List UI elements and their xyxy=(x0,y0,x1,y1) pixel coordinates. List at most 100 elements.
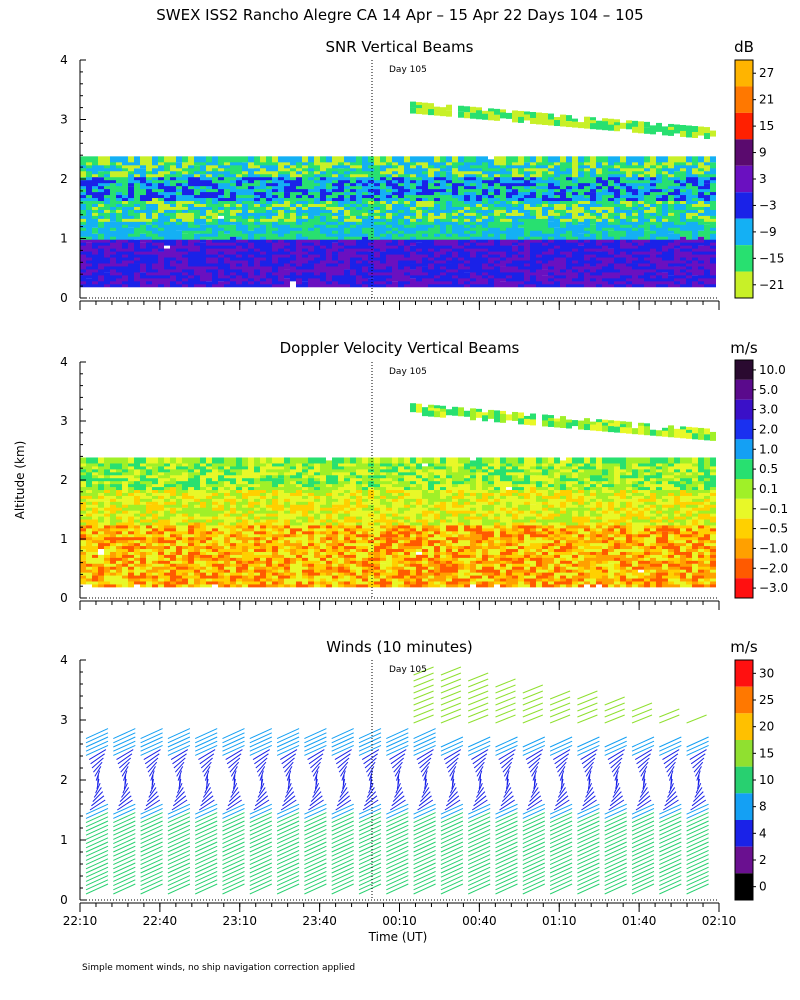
snr-cell xyxy=(482,113,488,120)
snr-cell xyxy=(680,156,686,163)
snr-cell xyxy=(410,269,416,276)
snr-cell xyxy=(110,230,116,237)
snr-cell xyxy=(542,275,548,282)
snr-cell xyxy=(110,183,116,190)
snr-cell xyxy=(314,206,320,213)
snr-cell xyxy=(188,156,194,163)
snr-cell xyxy=(128,227,134,234)
snr-cell xyxy=(200,242,206,249)
snr-cell xyxy=(590,156,596,163)
snr-cell xyxy=(512,245,518,252)
snr-cell xyxy=(302,156,308,163)
snr-cell xyxy=(374,189,380,196)
snr-cell xyxy=(332,254,338,261)
snr-colorbar-label: −21 xyxy=(759,278,784,292)
snr-cell xyxy=(158,171,164,178)
snr-cell xyxy=(308,206,314,213)
snr-cell xyxy=(98,171,104,178)
snr-cell xyxy=(584,122,590,129)
snr-cell xyxy=(602,189,608,196)
snr-cell xyxy=(608,124,614,131)
doppler-cell xyxy=(80,457,86,464)
snr-cell xyxy=(578,156,584,163)
snr-cell xyxy=(320,263,326,270)
snr-cell xyxy=(596,156,602,163)
snr-day-label: Day 105 xyxy=(389,65,427,75)
snr-cell xyxy=(218,218,224,225)
snr-cell xyxy=(578,245,584,252)
snr-cell xyxy=(440,110,446,117)
snr-colorbar-swatch xyxy=(735,86,753,113)
snr-cell xyxy=(692,215,698,222)
snr-cell xyxy=(626,209,632,216)
snr-cell xyxy=(428,156,434,163)
snr-cell xyxy=(704,127,710,134)
snr-cell xyxy=(200,197,206,204)
snr-cell xyxy=(680,130,686,137)
snr-cell xyxy=(488,197,494,204)
snr-cell xyxy=(476,156,482,163)
snr-cell xyxy=(98,177,104,184)
snr-cell xyxy=(704,133,710,140)
snr-cell xyxy=(560,120,566,127)
snr-cell xyxy=(524,114,530,121)
doppler-cell xyxy=(110,457,116,464)
snr-cell xyxy=(494,108,500,115)
snr-cell xyxy=(440,156,446,163)
doppler-cell xyxy=(104,463,110,470)
snr-cell xyxy=(416,156,422,163)
snr-cell xyxy=(158,156,164,163)
snr-cell xyxy=(410,156,416,163)
snr-cell xyxy=(188,189,194,196)
snr-cell xyxy=(176,156,182,163)
snr-cell xyxy=(656,156,662,163)
snr-cell xyxy=(248,156,254,163)
snr-cell xyxy=(206,281,212,288)
snr-cell xyxy=(590,224,596,231)
snr-cell xyxy=(536,218,542,225)
doppler-cell xyxy=(86,551,92,558)
snr-cell xyxy=(218,281,224,288)
snr-cell xyxy=(296,156,302,163)
snr-cell xyxy=(368,251,374,258)
snr-cell xyxy=(554,120,560,127)
snr-cell xyxy=(230,156,236,163)
snr-cell xyxy=(422,266,428,273)
snr-cell xyxy=(536,118,542,125)
snr-cell xyxy=(698,230,704,237)
snr-cell xyxy=(200,174,206,181)
snr-cell xyxy=(578,122,584,129)
snr-colorbar-label: −9 xyxy=(759,225,777,239)
snr-cell xyxy=(338,156,344,163)
snr-cell xyxy=(644,127,650,134)
snr-cell xyxy=(566,115,572,122)
snr-cell xyxy=(362,156,368,163)
snr-cell xyxy=(638,156,644,163)
snr-cell xyxy=(578,260,584,267)
snr-cell xyxy=(626,123,632,130)
snr-cell xyxy=(236,156,242,163)
snr-cell xyxy=(692,126,698,133)
doppler-cell xyxy=(80,501,86,508)
doppler-cell xyxy=(128,457,134,464)
snr-cell xyxy=(344,269,350,276)
snr-cell xyxy=(584,156,590,163)
snr-cell xyxy=(674,127,680,134)
snr-cell xyxy=(620,156,626,163)
snr-cell xyxy=(530,156,536,163)
snr-cell xyxy=(356,156,362,163)
snr-cell xyxy=(368,183,374,190)
snr-cell xyxy=(494,156,500,163)
snr-cell xyxy=(476,113,482,120)
snr-cell xyxy=(422,156,428,163)
snr-colorbar-swatch xyxy=(735,165,753,193)
snr-cell xyxy=(434,109,440,116)
snr-cell xyxy=(272,156,278,163)
snr-cell xyxy=(494,114,500,121)
snr-cell xyxy=(662,129,668,136)
snr-cell xyxy=(182,174,188,181)
snr-cell xyxy=(608,200,614,207)
snr-cell xyxy=(170,156,176,163)
snr-colorbar-label: 9 xyxy=(759,146,767,160)
snr-cell xyxy=(632,156,638,163)
